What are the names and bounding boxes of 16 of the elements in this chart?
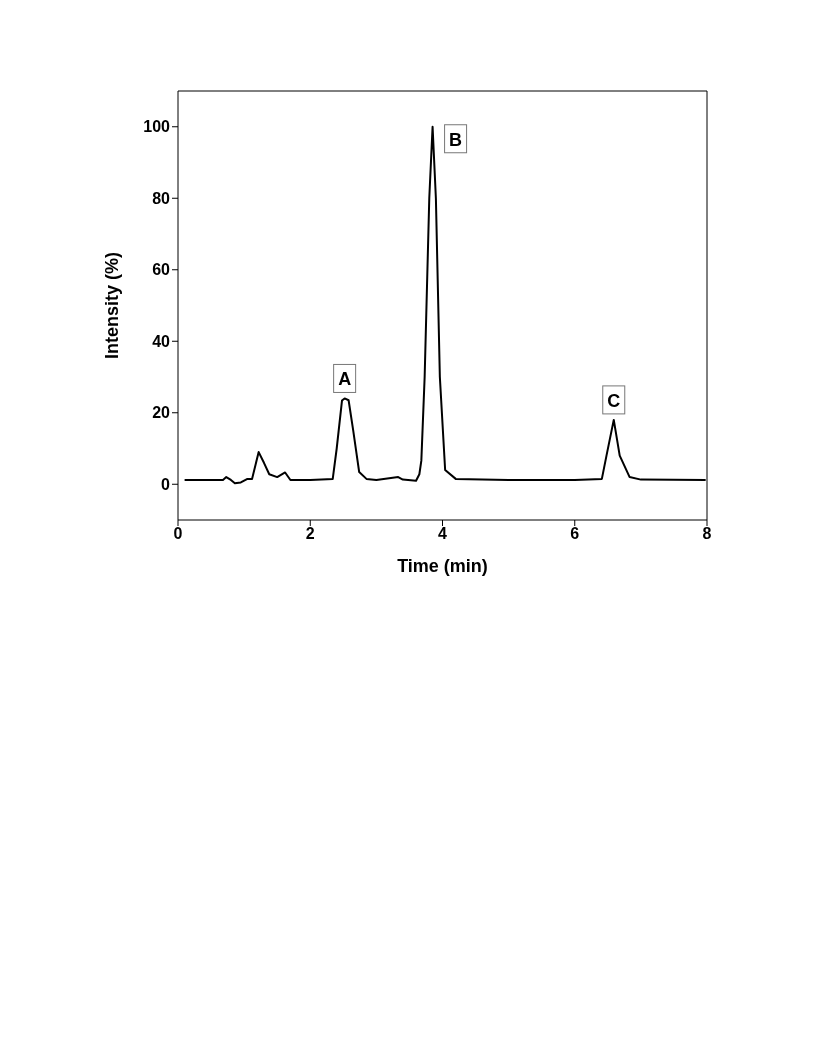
y-tick-label: 0 (161, 475, 171, 493)
x-tick-label: 0 (173, 525, 183, 543)
x-tick-label: 8 (702, 525, 712, 543)
annotation: B (449, 129, 463, 150)
annotation: C (607, 390, 621, 411)
y-tick-label: 80 (152, 189, 171, 207)
x-tick-label: 6 (570, 525, 580, 543)
y-axis-title: Intensity (%) (102, 251, 123, 360)
y-tick-label: 40 (152, 332, 171, 350)
x-axis-title: Time (min) (397, 556, 488, 576)
y-tick-label: 20 (152, 404, 171, 422)
y-tick-label: 60 (152, 261, 171, 279)
y-tick-label: 100 (143, 118, 171, 136)
x-tick-label: 4 (438, 525, 448, 543)
x-tick-label: 2 (305, 525, 315, 543)
annotation: A (338, 369, 352, 390)
